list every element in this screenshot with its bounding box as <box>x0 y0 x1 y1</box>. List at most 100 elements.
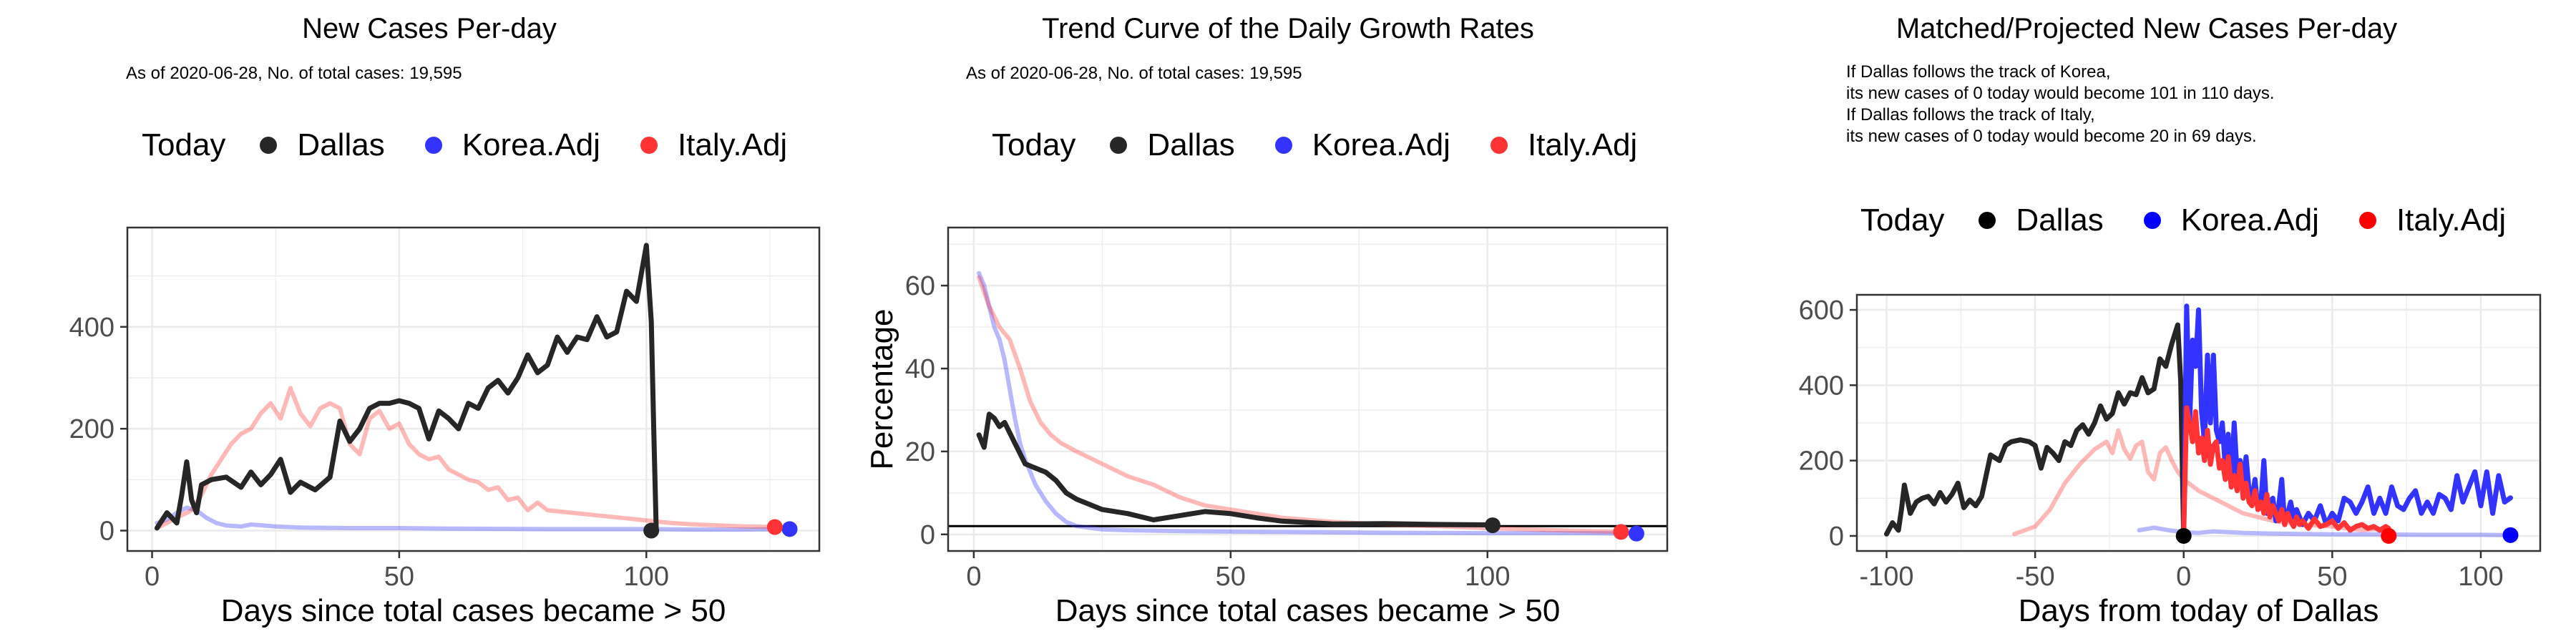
y-tick-label: 60 <box>905 271 935 301</box>
legend-item-dallas: Dallas <box>1979 203 2104 238</box>
x-tick-label: 0 <box>145 562 160 592</box>
today-point-dallas <box>1484 517 1501 534</box>
legend-key-dallas <box>1979 212 1996 229</box>
chart-subtitle: If Dallas follows the track of Korea, it… <box>1846 62 2275 147</box>
chart-legend: Today Dallas Korea.Adj Italy.Adj <box>992 127 1677 163</box>
plot-border <box>947 226 1669 552</box>
series-line-italy-adj <box>2012 428 2391 537</box>
x-axis-label: Days since total cases became > 50 <box>221 593 726 628</box>
chart-title: New Cases Per-day <box>302 13 557 44</box>
y-tick-label: 400 <box>1799 371 1844 401</box>
legend-title: Today <box>992 127 1076 162</box>
today-point-italy-adj <box>2381 527 2397 544</box>
legend-item-korea: Korea.Adj <box>2143 203 2319 238</box>
chart-title: Matched/Projected New Cases Per-day <box>1896 13 2398 44</box>
y-tick-label: 0 <box>1829 522 1844 552</box>
x-tick-label: 100 <box>2458 562 2503 592</box>
legend-key-italy <box>1490 137 1508 154</box>
y-tick-label: 200 <box>69 414 114 444</box>
chart-panel-new-cases: New Cases Per-day As of 2020-06-28, No. … <box>0 0 859 644</box>
chart-plot-projected: -100 -50 0 50 100 0 200 400 600 Days from today o… <box>1799 293 2542 628</box>
y-tick-label: 0 <box>920 520 935 550</box>
series-line-korea-adj <box>155 505 792 532</box>
today-point-italy-adj <box>1613 524 1629 540</box>
legend-label-italy: Italy.Adj <box>1527 127 1638 162</box>
legend-item-dallas: Dallas <box>260 127 385 163</box>
today-point-dallas <box>643 522 660 539</box>
y-tick-label: 20 <box>905 437 935 467</box>
legend-key-korea <box>424 137 442 154</box>
legend-label-korea: Korea.Adj <box>462 127 600 162</box>
series-line-korea-adj <box>2137 525 2513 537</box>
legend-label-dallas: Dallas <box>2016 203 2104 238</box>
legend-item-italy: Italy.Adj <box>640 127 787 163</box>
subtitle-line: As of 2020-06-28, No. of total cases: 19… <box>966 64 1302 83</box>
legend-label-dallas: Dallas <box>1147 127 1235 162</box>
legend-item-korea: Korea.Adj <box>424 127 600 163</box>
x-tick-label: 0 <box>2176 562 2191 592</box>
legend-label-dallas: Dallas <box>297 127 385 162</box>
y-tick-label: 400 <box>69 313 114 343</box>
chart-plot-growth-rates: 0 50 100 0 20 40 60 Days since total cases beca… <box>864 226 1669 628</box>
grid <box>948 228 1667 551</box>
legend-label-korea: Korea.Adj <box>1312 127 1450 162</box>
chart-panel-projected: Matched/Projected New Cases Per-day If D… <box>1717 0 2576 644</box>
subtitle-line: If Dallas follows the track of Italy, <box>1846 105 2095 125</box>
chart-panel-growth-rates: Trend Curve of the Daily Growth Rates As… <box>859 0 1717 644</box>
legend-key-italy <box>2358 212 2376 229</box>
legend-key-korea <box>2143 212 2161 229</box>
today-point-korea-adj <box>781 521 798 537</box>
x-tick-label: 100 <box>1465 562 1510 592</box>
today-point-italy-adj <box>766 519 783 535</box>
y-tick-label: 200 <box>1799 447 1844 477</box>
series-line-italy-adj-projected <box>2181 405 2391 539</box>
legend-label-italy: Italy.Adj <box>677 127 788 162</box>
series-line-dallas <box>976 411 1496 528</box>
subtitle-line: its new cases of 0 today would become 10… <box>1846 84 2275 103</box>
legend-label-korea: Korea.Adj <box>2180 203 2319 238</box>
today-point-korea-adj <box>2502 527 2519 543</box>
y-axis-label: Percentage <box>864 308 899 469</box>
x-tick-label: 50 <box>2317 562 2347 592</box>
x-tick-label: -100 <box>1859 562 1913 592</box>
chart-plot-new-cases: 0 50 100 0 200 400 Days since total cases beca… <box>69 226 821 628</box>
plot-border <box>1855 293 2542 552</box>
legend-title: Today <box>1860 203 1945 238</box>
legend-item-korea: Korea.Adj <box>1274 127 1450 163</box>
subtitle-line: If Dallas follows the track of Korea, <box>1846 62 2111 82</box>
x-tick-label: 50 <box>384 562 414 592</box>
legend-label-italy: Italy.Adj <box>2396 203 2507 238</box>
x-axis-label: Days since total cases became > 50 <box>1055 593 1561 628</box>
x-axis-label: Days from today of Dallas <box>2019 593 2379 628</box>
chart-title: Trend Curve of the Daily Growth Rates <box>1042 13 1534 44</box>
legend-key-korea <box>1274 137 1292 154</box>
x-tick-label: 0 <box>966 562 981 592</box>
today-point-dallas <box>2175 527 2192 544</box>
y-tick-label: 600 <box>1799 296 1844 326</box>
chart-subtitle: As of 2020-06-28, No. of total cases: 19… <box>966 63 1302 84</box>
chart-legend: Today Dallas Korea.Adj Italy.Adj <box>1860 203 2546 238</box>
series-line-korea-adj <box>977 270 1639 536</box>
chart-legend: Today Dallas Korea.Adj Italy.Adj <box>142 127 827 163</box>
subtitle-line: its new cases of 0 today would become 20… <box>1846 127 2257 146</box>
series-line-korea-adj-projected <box>2181 303 2513 539</box>
series-line-dallas <box>1884 322 2187 539</box>
legend-key-dallas <box>1110 137 1128 154</box>
x-tick-label: -50 <box>2016 562 2055 592</box>
y-tick-label: 40 <box>905 354 935 384</box>
chart-subtitle: As of 2020-06-28, No. of total cases: 19… <box>126 63 462 84</box>
grid <box>127 228 819 551</box>
legend-key-dallas <box>260 137 278 154</box>
today-point-korea-adj <box>1628 525 1644 542</box>
series-line-dallas <box>154 243 659 533</box>
series-line-italy-adj <box>155 386 777 530</box>
legend-item-dallas: Dallas <box>1110 127 1235 163</box>
plot-background <box>127 228 819 551</box>
plot-border <box>126 226 821 552</box>
plot-background <box>948 228 1667 551</box>
y-tick-label: 0 <box>99 517 114 547</box>
subtitle-line: As of 2020-06-28, No. of total cases: 19… <box>126 64 462 83</box>
legend-key-italy <box>640 137 658 154</box>
legend-item-italy: Italy.Adj <box>2358 203 2507 238</box>
x-tick-label: 100 <box>624 562 669 592</box>
